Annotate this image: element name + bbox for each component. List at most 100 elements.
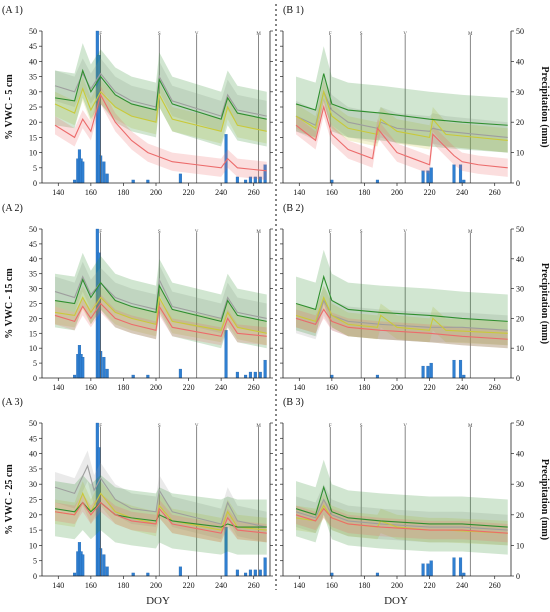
precip-bar xyxy=(248,569,253,577)
y-tick-label: 35 xyxy=(29,73,37,82)
x-tick-label: 200 xyxy=(150,383,162,392)
series-line-red xyxy=(54,302,267,337)
precip-bar xyxy=(178,368,182,379)
x-tick-label: 180 xyxy=(358,383,370,392)
y2-tick-label: 20 xyxy=(516,118,524,127)
x-tick-label: 240 xyxy=(215,581,227,590)
series-line-gray xyxy=(54,464,267,528)
precip-bar xyxy=(81,356,85,379)
precip-bar xyxy=(178,173,182,184)
x-tick-label: 160 xyxy=(85,383,97,392)
x-tick-label: 200 xyxy=(150,581,162,590)
y-axis-title: % VWC - 25 cm xyxy=(4,464,15,535)
panel-title: (A 3) xyxy=(2,397,23,408)
y-tick-label: 45 xyxy=(29,434,37,443)
panel-a3: (A 3) F S V M 140 160 180 200 220 240 260 0 5 10 15 20 25… xyxy=(2,397,273,590)
y2-tick-label: 0 xyxy=(516,179,520,188)
series-line-yellow xyxy=(295,89,508,141)
event-label: V xyxy=(403,424,407,429)
y-tick-label: 5 xyxy=(33,359,37,368)
y-tick-label: 20 xyxy=(29,118,37,127)
y-tick-label: 50 xyxy=(29,419,37,428)
event-label: S xyxy=(158,230,161,235)
band-gray xyxy=(55,261,267,334)
y-tick-label: 5 xyxy=(33,164,37,173)
x-tick-label: 160 xyxy=(326,188,338,197)
panel-a1: (A 1) F S V M 140 160 180 200 220 240 260 0 5 10 15 20 25… xyxy=(2,5,273,197)
y2-tick-label: 20 xyxy=(516,314,524,323)
series-line-green xyxy=(54,278,267,323)
x-tick-label: 160 xyxy=(326,581,338,590)
y-tick-label: 35 xyxy=(29,465,37,474)
y2-tick-label: 10 xyxy=(516,541,524,550)
band-red xyxy=(296,499,508,543)
x-tick-label: 160 xyxy=(85,581,97,590)
y-tick-label: 45 xyxy=(29,42,37,51)
y2-tick-label: 50 xyxy=(516,225,524,234)
y-tick-label: 40 xyxy=(29,450,37,459)
x-tick-label: 140 xyxy=(293,188,305,197)
x-tick-label: 140 xyxy=(52,383,64,392)
x-tick-label: 160 xyxy=(326,383,338,392)
x-tick-label: 220 xyxy=(183,581,195,590)
panel-b3: (B 3) F S V M 140 160 180 200 220 240 260 0 10 20 30 40 5… xyxy=(280,397,550,590)
series-line-red xyxy=(295,507,508,534)
event-label: V xyxy=(403,32,407,37)
y2-tick-label: 50 xyxy=(516,27,524,36)
y-tick-label: 25 xyxy=(29,103,37,112)
x-tick-label: 140 xyxy=(293,383,305,392)
event-label: V xyxy=(195,424,199,429)
y2-tick-label: 10 xyxy=(516,344,524,353)
x-tick-label: 260 xyxy=(248,188,260,197)
event-label: F xyxy=(329,230,332,235)
panel-title: (A 2) xyxy=(2,203,23,214)
panel-title: (A 1) xyxy=(2,5,23,16)
panels: (A 1) F S V M 140 160 180 200 220 240 260 0 5 10 15 20 25… xyxy=(2,5,550,590)
precip-bar xyxy=(330,572,334,577)
precip-bar xyxy=(458,557,463,577)
series-line-red xyxy=(54,501,267,534)
precip-bar xyxy=(452,359,456,379)
event-label: M xyxy=(256,32,261,37)
series-line-gray xyxy=(54,275,267,320)
x-tick-label: 260 xyxy=(248,383,260,392)
precip-bar xyxy=(258,371,262,379)
x-tick-label: 180 xyxy=(117,383,129,392)
y2-tick-label: 10 xyxy=(516,149,524,158)
precip-bar xyxy=(330,179,334,184)
x-tick-label: 220 xyxy=(424,581,436,590)
precip-bar xyxy=(235,176,239,184)
series-line-green xyxy=(295,274,508,322)
band-red xyxy=(296,300,508,349)
y-tick-label: 40 xyxy=(29,255,37,264)
series-line-yellow xyxy=(54,491,267,531)
precip-bar xyxy=(462,374,466,379)
precip-bar xyxy=(131,179,135,184)
band-gray xyxy=(55,58,267,132)
series-line-gray xyxy=(54,72,267,117)
precip-bar xyxy=(452,557,456,577)
y2-tick-label: 30 xyxy=(516,88,524,97)
x-tick-label: 260 xyxy=(248,581,260,590)
panel-b2: (B 2) F S V M 140 160 180 200 220 240 260 0 10 20 30 40 5… xyxy=(280,203,550,392)
precip-bar xyxy=(102,554,106,577)
precip-bar xyxy=(224,330,228,379)
precip-bar xyxy=(244,374,248,379)
x-tick-label: 240 xyxy=(215,383,227,392)
band-yellow xyxy=(296,79,508,153)
precip-bar xyxy=(452,164,456,184)
x-tick-label: 160 xyxy=(85,188,97,197)
precip-bar xyxy=(330,374,334,379)
event-label: M xyxy=(468,424,473,429)
band-red xyxy=(55,294,267,346)
event-label: M xyxy=(256,424,261,429)
y-tick-label: 10 xyxy=(29,149,37,158)
event-label: M xyxy=(468,32,473,37)
precip-bar xyxy=(375,374,380,379)
event-label: F xyxy=(329,32,332,37)
event-label: M xyxy=(468,230,473,235)
series-line-green xyxy=(54,68,267,120)
y2-axis-title: Precipitation (mm) xyxy=(539,459,550,540)
y-tick-label: 15 xyxy=(29,329,37,338)
